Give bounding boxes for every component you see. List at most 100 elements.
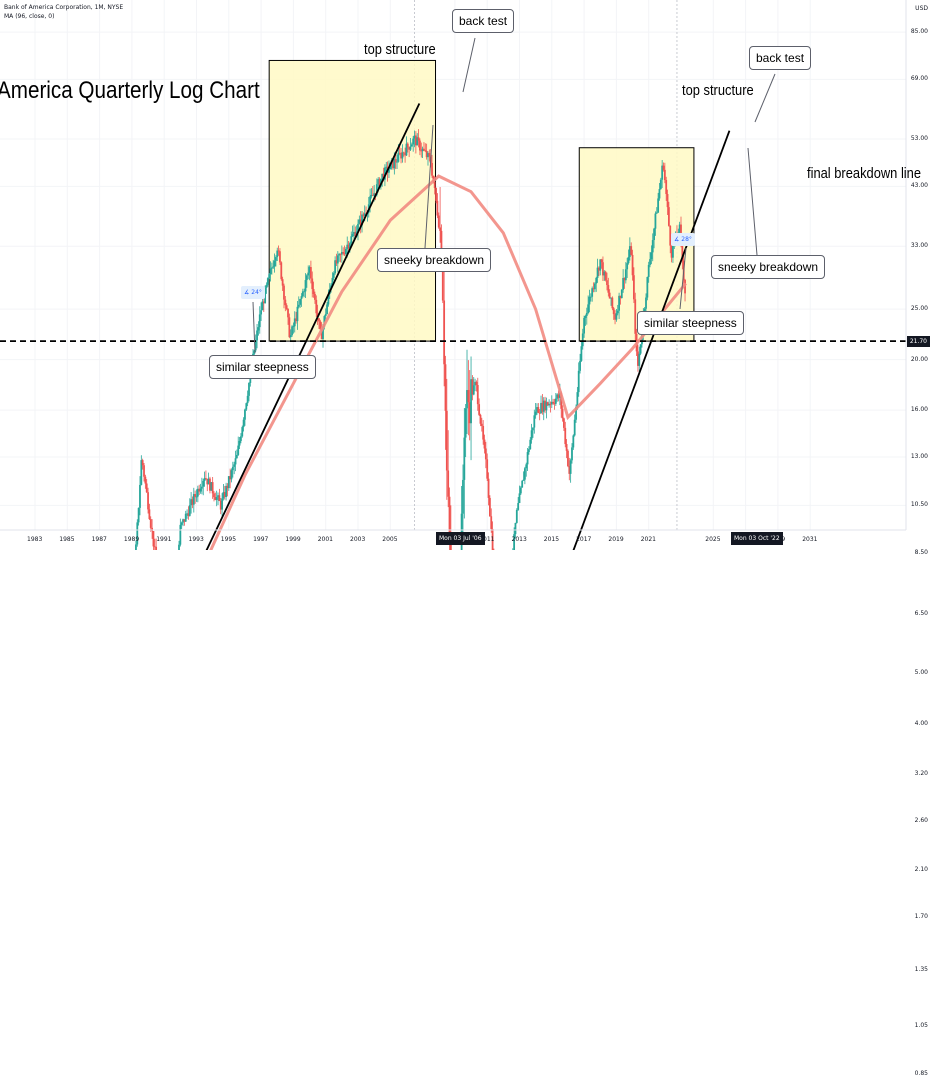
- candle-body: [554, 398, 557, 404]
- candle-body: [339, 253, 342, 255]
- candle-body: [678, 224, 681, 233]
- candle-body: [647, 264, 650, 277]
- candlestick-chart[interactable]: [0, 0, 932, 550]
- candle-body: [437, 215, 440, 228]
- candle-body: [479, 414, 482, 424]
- candle-body: [563, 418, 565, 428]
- candle-body: [661, 165, 664, 180]
- candle-body: [588, 296, 591, 305]
- callout-pointers: [252, 37, 776, 354]
- candle-body: [262, 301, 265, 304]
- candle-body: [244, 409, 246, 420]
- price-tick-label: 6.50: [914, 609, 928, 617]
- candle-body: [522, 479, 525, 481]
- candle-body: [603, 271, 606, 276]
- candle-body: [179, 524, 182, 545]
- currency-label: USD: [915, 5, 928, 12]
- symbol-title: Bank of America Corporation, 1M, NYSE: [4, 4, 124, 11]
- trend-line: [205, 103, 421, 550]
- candle-body: [631, 254, 634, 276]
- candle-body: [532, 427, 534, 431]
- candle-body: [591, 288, 594, 297]
- candle-body: [184, 513, 187, 522]
- candle-body: [553, 403, 556, 405]
- candle-body: [545, 402, 548, 411]
- price-tick-label: 2.10: [914, 865, 928, 873]
- crosshair-date-2: Mon 03 Oct '22: [731, 532, 783, 545]
- similar-steepness-callout-2[interactable]: similar steepness: [637, 311, 744, 335]
- angle-badge-2[interactable]: ∡ 28°: [671, 233, 695, 246]
- candle-body: [152, 531, 155, 547]
- candle-body: [536, 407, 538, 412]
- candle-body: [478, 404, 481, 415]
- candle-body: [206, 478, 209, 485]
- candle-body: [370, 195, 373, 197]
- top-structure-label-1: top structure: [364, 41, 436, 58]
- candle-body: [572, 435, 575, 448]
- candle-body: [222, 492, 225, 499]
- candle-body: [151, 527, 153, 532]
- back-test-callout-1[interactable]: back test: [452, 9, 515, 33]
- candle-body: [194, 494, 197, 497]
- candle-body: [538, 412, 541, 414]
- candle-body: [292, 326, 295, 327]
- candle-body: [463, 437, 466, 480]
- candle-body: [470, 379, 472, 424]
- candle-body: [375, 184, 378, 195]
- candle-body: [623, 277, 626, 281]
- similar-steepness-callout-1[interactable]: similar steepness: [209, 355, 316, 379]
- candle-body: [441, 262, 444, 301]
- year-tick-label: 1999: [285, 536, 301, 543]
- back-test-callout-2[interactable]: back test: [749, 46, 812, 70]
- candle-body: [658, 189, 661, 199]
- candle-body: [147, 492, 149, 510]
- candle-body: [416, 137, 419, 146]
- candle-body: [598, 267, 600, 271]
- price-tick-label: 33.00: [910, 242, 928, 250]
- candle-body: [565, 444, 568, 451]
- candle-body: [230, 470, 233, 480]
- candle-body: [579, 360, 581, 371]
- indicator-legend[interactable]: MA (96, close, 0): [4, 13, 55, 20]
- candle-body: [627, 256, 630, 264]
- trend-lines: [0, 103, 906, 550]
- candle-body: [576, 392, 579, 407]
- candle-body: [241, 427, 244, 437]
- candle-body: [196, 488, 199, 497]
- sneeky-breakdown-callout-1[interactable]: sneeky breakdown: [377, 248, 492, 272]
- candle-body: [343, 253, 346, 255]
- candle-body: [346, 244, 349, 249]
- candle-body: [611, 297, 614, 309]
- candle-body: [483, 439, 486, 449]
- candle-body: [377, 179, 380, 185]
- sneeky-breakdown-callout-2[interactable]: sneeky breakdown: [711, 255, 826, 279]
- candle-body: [344, 248, 347, 254]
- candle-body: [484, 448, 487, 460]
- candle-body: [235, 454, 238, 459]
- candle-body: [238, 440, 241, 446]
- candle-body: [630, 246, 633, 255]
- year-tick-label: 2013: [511, 536, 527, 543]
- candle-body: [363, 213, 366, 216]
- candle-body: [571, 447, 573, 461]
- candle-body: [246, 395, 249, 404]
- candle-body: [681, 240, 684, 261]
- candle-body: [276, 250, 279, 258]
- candle-body: [304, 280, 307, 292]
- candle-body: [619, 295, 622, 299]
- candle-body: [229, 476, 232, 480]
- candle-body: [472, 385, 475, 395]
- candle-body: [425, 150, 428, 158]
- candle-body: [568, 466, 571, 474]
- price-tick-label: 20.00: [910, 355, 928, 363]
- candle-body: [398, 152, 401, 154]
- candle-body: [424, 150, 427, 152]
- candle-body: [315, 299, 318, 314]
- angle-badge-1[interactable]: ∡ 24°: [241, 286, 265, 299]
- candle-body: [191, 499, 194, 505]
- moving-average-line: [209, 174, 687, 550]
- candle-body: [515, 509, 518, 523]
- price-tick-label: 13.00: [910, 453, 928, 461]
- candle-body: [542, 400, 545, 412]
- candle-body: [577, 370, 580, 393]
